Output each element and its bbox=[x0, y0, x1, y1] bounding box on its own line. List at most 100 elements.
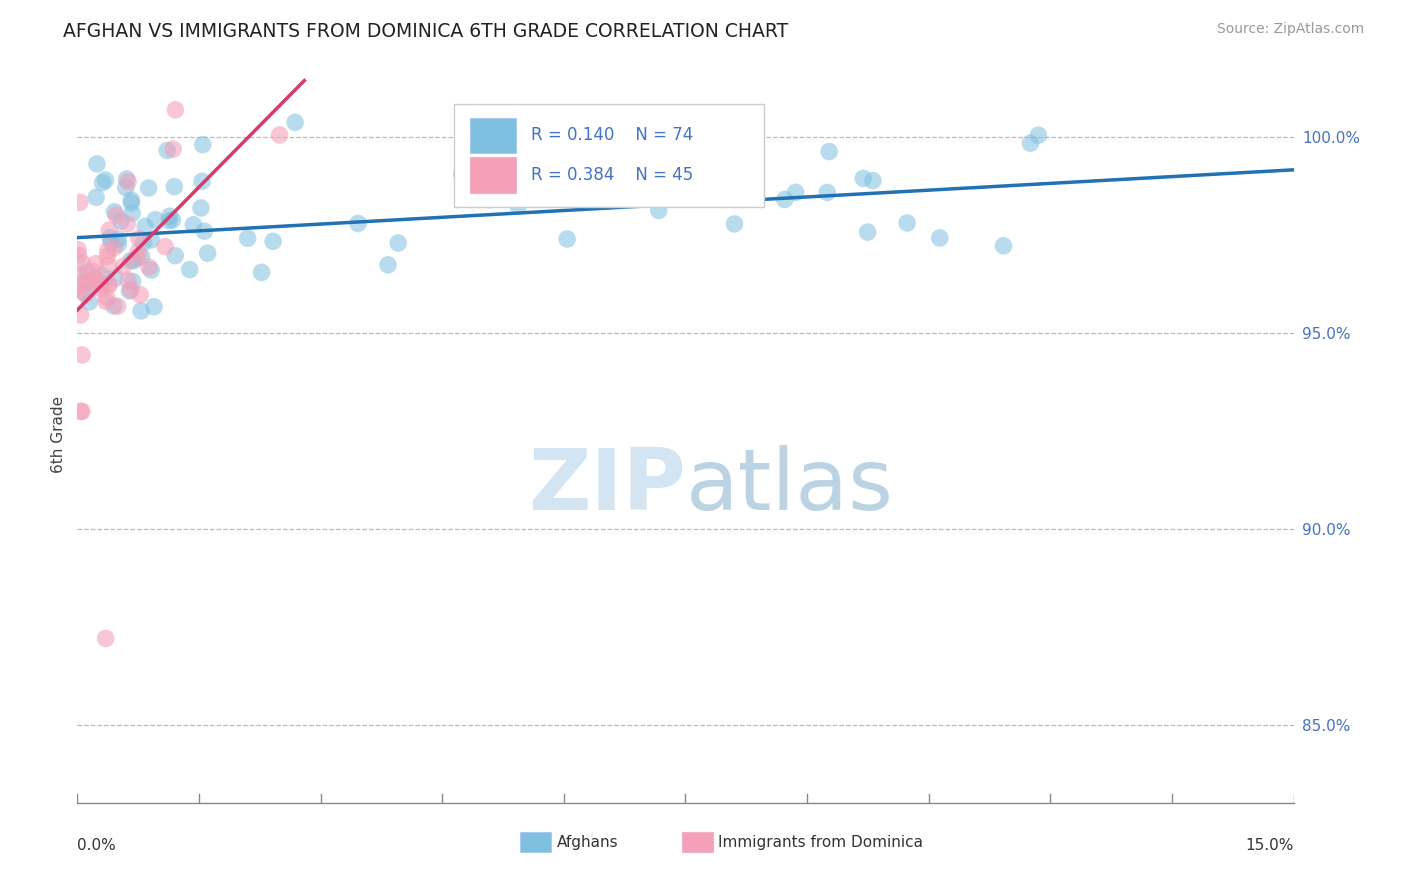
Point bbox=[129, 287, 152, 301]
Point bbox=[162, 142, 184, 156]
Point bbox=[67, 283, 90, 297]
Point bbox=[262, 235, 284, 249]
Point bbox=[72, 285, 94, 299]
Point bbox=[993, 239, 1015, 253]
Point bbox=[162, 213, 184, 227]
Point bbox=[197, 246, 219, 260]
Point bbox=[773, 193, 796, 207]
Point bbox=[121, 274, 143, 288]
Text: Immigrants from Dominica: Immigrants from Dominica bbox=[718, 835, 924, 849]
Y-axis label: 6th Grade: 6th Grade bbox=[51, 396, 66, 474]
Point bbox=[100, 235, 122, 249]
Point bbox=[128, 232, 150, 246]
Point bbox=[72, 256, 94, 270]
Text: AFGHAN VS IMMIGRANTS FROM DOMINICA 6TH GRADE CORRELATION CHART: AFGHAN VS IMMIGRANTS FROM DOMINICA 6TH G… bbox=[63, 22, 789, 41]
Point bbox=[179, 262, 201, 277]
Text: ZIP: ZIP bbox=[527, 445, 686, 528]
Point bbox=[647, 203, 669, 218]
Text: Source: ZipAtlas.com: Source: ZipAtlas.com bbox=[1216, 22, 1364, 37]
Point bbox=[284, 115, 307, 129]
Point bbox=[183, 218, 205, 232]
Text: 0.0%: 0.0% bbox=[77, 838, 117, 853]
Point bbox=[467, 183, 489, 197]
Point bbox=[156, 144, 179, 158]
FancyBboxPatch shape bbox=[470, 118, 516, 153]
Point bbox=[138, 181, 160, 195]
Text: atlas: atlas bbox=[686, 445, 893, 528]
Point bbox=[387, 235, 409, 250]
Text: Afghans: Afghans bbox=[557, 835, 619, 849]
Point bbox=[117, 175, 139, 189]
Point bbox=[89, 281, 111, 295]
Point bbox=[127, 251, 149, 265]
Point bbox=[98, 278, 121, 293]
Point bbox=[141, 263, 163, 277]
Point bbox=[79, 276, 101, 290]
Point bbox=[852, 171, 875, 186]
Point bbox=[117, 274, 139, 288]
Point bbox=[815, 186, 838, 200]
Point bbox=[69, 268, 91, 282]
Text: R = 0.384    N = 45: R = 0.384 N = 45 bbox=[531, 166, 693, 184]
Point bbox=[120, 253, 142, 268]
Point bbox=[112, 260, 135, 274]
Point bbox=[70, 348, 93, 362]
Point bbox=[132, 235, 155, 250]
Point bbox=[896, 216, 918, 230]
Point bbox=[347, 217, 370, 231]
Point bbox=[134, 219, 156, 234]
FancyBboxPatch shape bbox=[454, 103, 765, 207]
Point bbox=[97, 277, 120, 291]
Point bbox=[107, 232, 129, 246]
Point bbox=[90, 277, 112, 292]
Point bbox=[143, 212, 166, 227]
Point bbox=[450, 168, 472, 182]
Text: R = 0.140    N = 74: R = 0.140 N = 74 bbox=[531, 127, 693, 145]
Point bbox=[191, 137, 214, 152]
Point bbox=[193, 224, 215, 238]
Point bbox=[118, 284, 141, 298]
Point bbox=[69, 195, 91, 210]
Point bbox=[96, 249, 118, 263]
Point bbox=[190, 201, 212, 215]
Point bbox=[96, 290, 118, 304]
Point bbox=[120, 195, 142, 210]
Point bbox=[69, 308, 91, 322]
Point bbox=[103, 241, 125, 255]
Point bbox=[75, 287, 97, 301]
Point bbox=[127, 244, 149, 259]
Point bbox=[157, 213, 180, 227]
Point bbox=[114, 180, 136, 194]
Point bbox=[69, 404, 91, 418]
Point bbox=[818, 145, 841, 159]
Point bbox=[104, 208, 127, 222]
Point bbox=[98, 223, 121, 237]
Point bbox=[377, 258, 399, 272]
Point bbox=[103, 299, 125, 313]
Point bbox=[163, 179, 186, 194]
Point bbox=[120, 193, 142, 207]
Point bbox=[104, 271, 127, 285]
Point bbox=[122, 253, 145, 268]
Point bbox=[110, 214, 132, 228]
Point bbox=[94, 173, 117, 187]
Point bbox=[107, 237, 129, 252]
Point bbox=[72, 277, 94, 291]
FancyBboxPatch shape bbox=[470, 157, 516, 193]
Point bbox=[94, 294, 117, 309]
Point bbox=[82, 264, 104, 278]
Point bbox=[67, 249, 90, 263]
Point bbox=[94, 632, 117, 646]
Point bbox=[191, 174, 214, 188]
Point bbox=[131, 250, 153, 264]
Point bbox=[103, 204, 125, 219]
Point bbox=[139, 233, 162, 247]
Point bbox=[70, 404, 93, 418]
Point bbox=[856, 225, 879, 239]
Point bbox=[269, 128, 291, 142]
Point bbox=[91, 268, 114, 283]
Point bbox=[121, 206, 143, 220]
Point bbox=[115, 172, 138, 186]
Point bbox=[84, 190, 107, 204]
Point bbox=[97, 259, 120, 273]
